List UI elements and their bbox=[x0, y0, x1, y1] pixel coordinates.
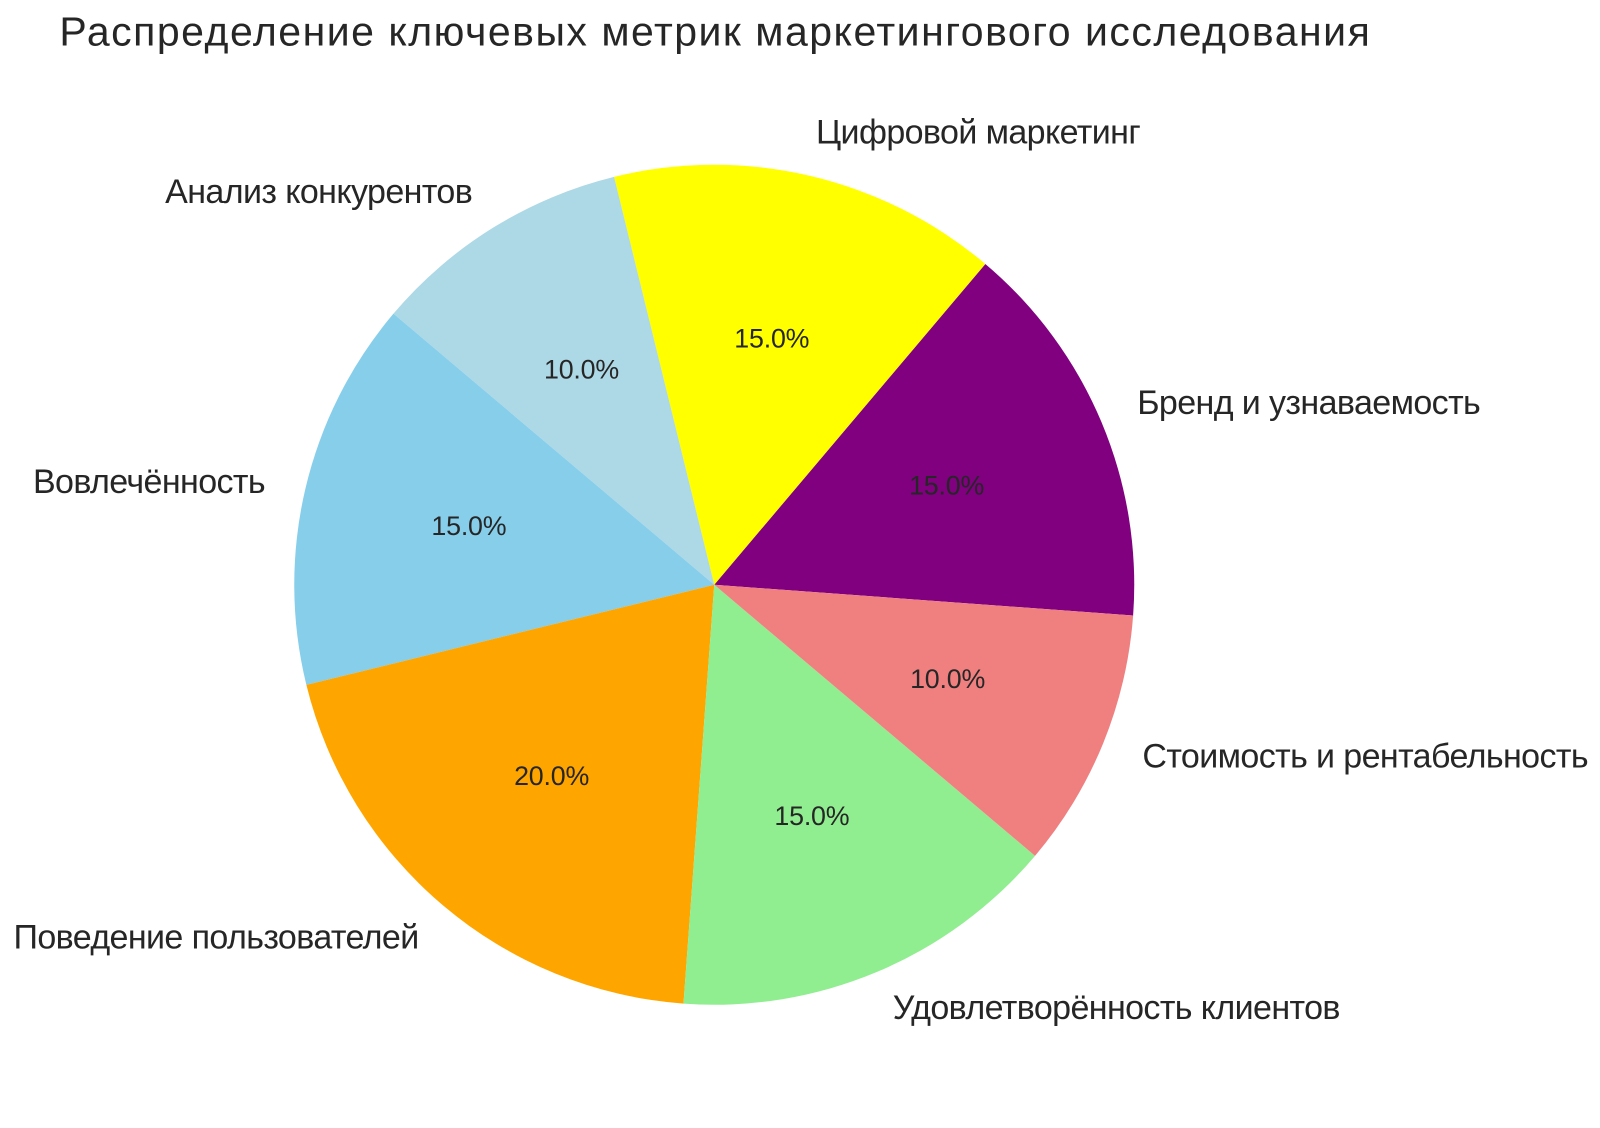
svg-text:Вовлечённость: Вовлечённость bbox=[33, 463, 265, 501]
svg-text:Цифровой маркетинг: Цифровой маркетинг bbox=[816, 114, 1140, 152]
svg-text:Анализ конкурентов: Анализ конкурентов bbox=[165, 173, 472, 211]
svg-text:10.0%: 10.0% bbox=[544, 354, 619, 384]
svg-text:15.0%: 15.0% bbox=[909, 471, 984, 501]
svg-text:15.0%: 15.0% bbox=[431, 511, 506, 541]
svg-text:Бренд и узнаваемость: Бренд и узнаваемость bbox=[1137, 384, 1480, 422]
svg-text:10.0%: 10.0% bbox=[910, 664, 985, 694]
svg-text:Удовлетворённость клиентов: Удовлетворённость клиентов bbox=[893, 989, 1340, 1027]
svg-text:15.0%: 15.0% bbox=[734, 323, 809, 353]
svg-text:15.0%: 15.0% bbox=[774, 801, 849, 831]
svg-text:Стоимость и рентабельность: Стоимость и рентабельность bbox=[1142, 738, 1588, 776]
svg-text:Распределение ключевых метрик: Распределение ключевых метрик маркетинго… bbox=[59, 8, 1371, 54]
svg-text:20.0%: 20.0% bbox=[514, 761, 589, 791]
svg-text:Поведение пользователей: Поведение пользователей bbox=[14, 919, 419, 957]
